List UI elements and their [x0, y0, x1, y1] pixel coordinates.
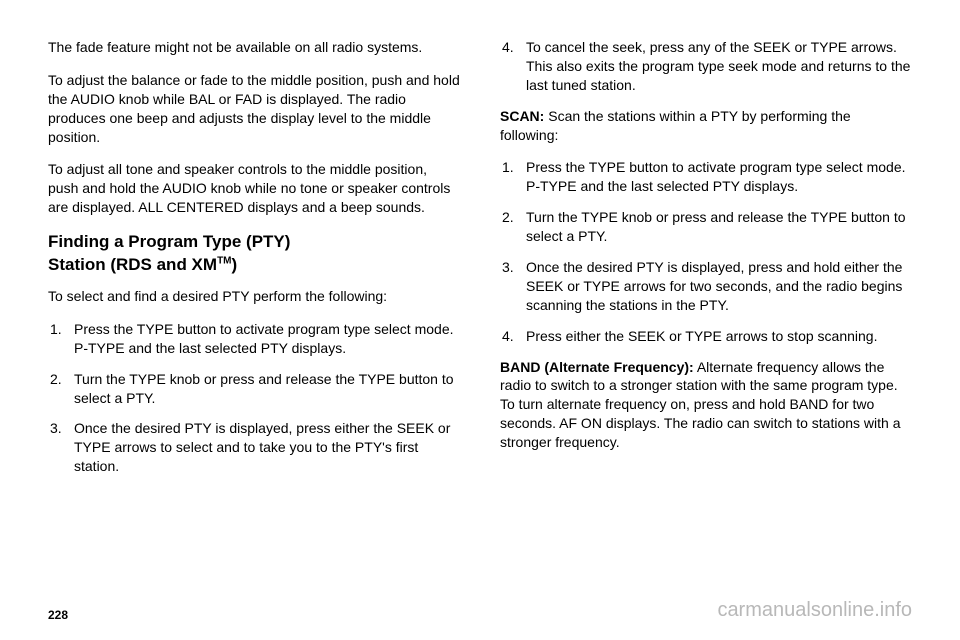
paragraph: SCAN: Scan the stations within a PTY by … — [500, 107, 912, 145]
band-label: BAND (Alternate Frequency): — [500, 359, 694, 375]
ordered-list-continued: To cancel the seek, press any of the SEE… — [500, 38, 912, 95]
page-content: The fade feature might not be available … — [48, 38, 912, 488]
heading-text: Finding a Program Type (PTY) — [48, 232, 290, 251]
list-item: Turn the TYPE knob or press and release … — [526, 208, 912, 246]
ordered-list: Press the TYPE button to activate progra… — [48, 320, 460, 476]
list-item: Press the TYPE button to activate progra… — [526, 158, 912, 196]
list-item: Press either the SEEK or TYPE arrows to … — [526, 327, 912, 346]
section-heading: Finding a Program Type (PTY) Station (RD… — [48, 231, 460, 277]
list-item: Turn the TYPE knob or press and release … — [74, 370, 460, 408]
paragraph: To select and find a desired PTY perform… — [48, 287, 460, 306]
list-item: Once the desired PTY is displayed, press… — [74, 419, 460, 476]
list-item: Once the desired PTY is displayed, press… — [526, 258, 912, 315]
list-item: To cancel the seek, press any of the SEE… — [526, 38, 912, 95]
heading-text: Station (RDS and XM — [48, 255, 217, 274]
paragraph: To adjust all tone and speaker controls … — [48, 160, 460, 217]
trademark-symbol: TM — [217, 255, 231, 266]
paragraph: BAND (Alternate Frequency): Alternate fr… — [500, 358, 912, 452]
paragraph: To adjust the balance or fade to the mid… — [48, 71, 460, 147]
paragraph: The fade feature might not be available … — [48, 38, 460, 57]
watermark-text: carmanualsonline.info — [717, 599, 912, 622]
page-number: 228 — [48, 608, 68, 622]
scan-label: SCAN: — [500, 108, 544, 124]
ordered-list: Press the TYPE button to activate progra… — [500, 158, 912, 345]
list-item: Press the TYPE button to activate progra… — [74, 320, 460, 358]
page-footer: 228 carmanualsonline.info — [48, 599, 912, 622]
scan-text: Scan the stations within a PTY by perfor… — [500, 108, 851, 143]
left-column: The fade feature might not be available … — [48, 38, 460, 488]
right-column: To cancel the seek, press any of the SEE… — [500, 38, 912, 488]
heading-text: ) — [232, 255, 238, 274]
